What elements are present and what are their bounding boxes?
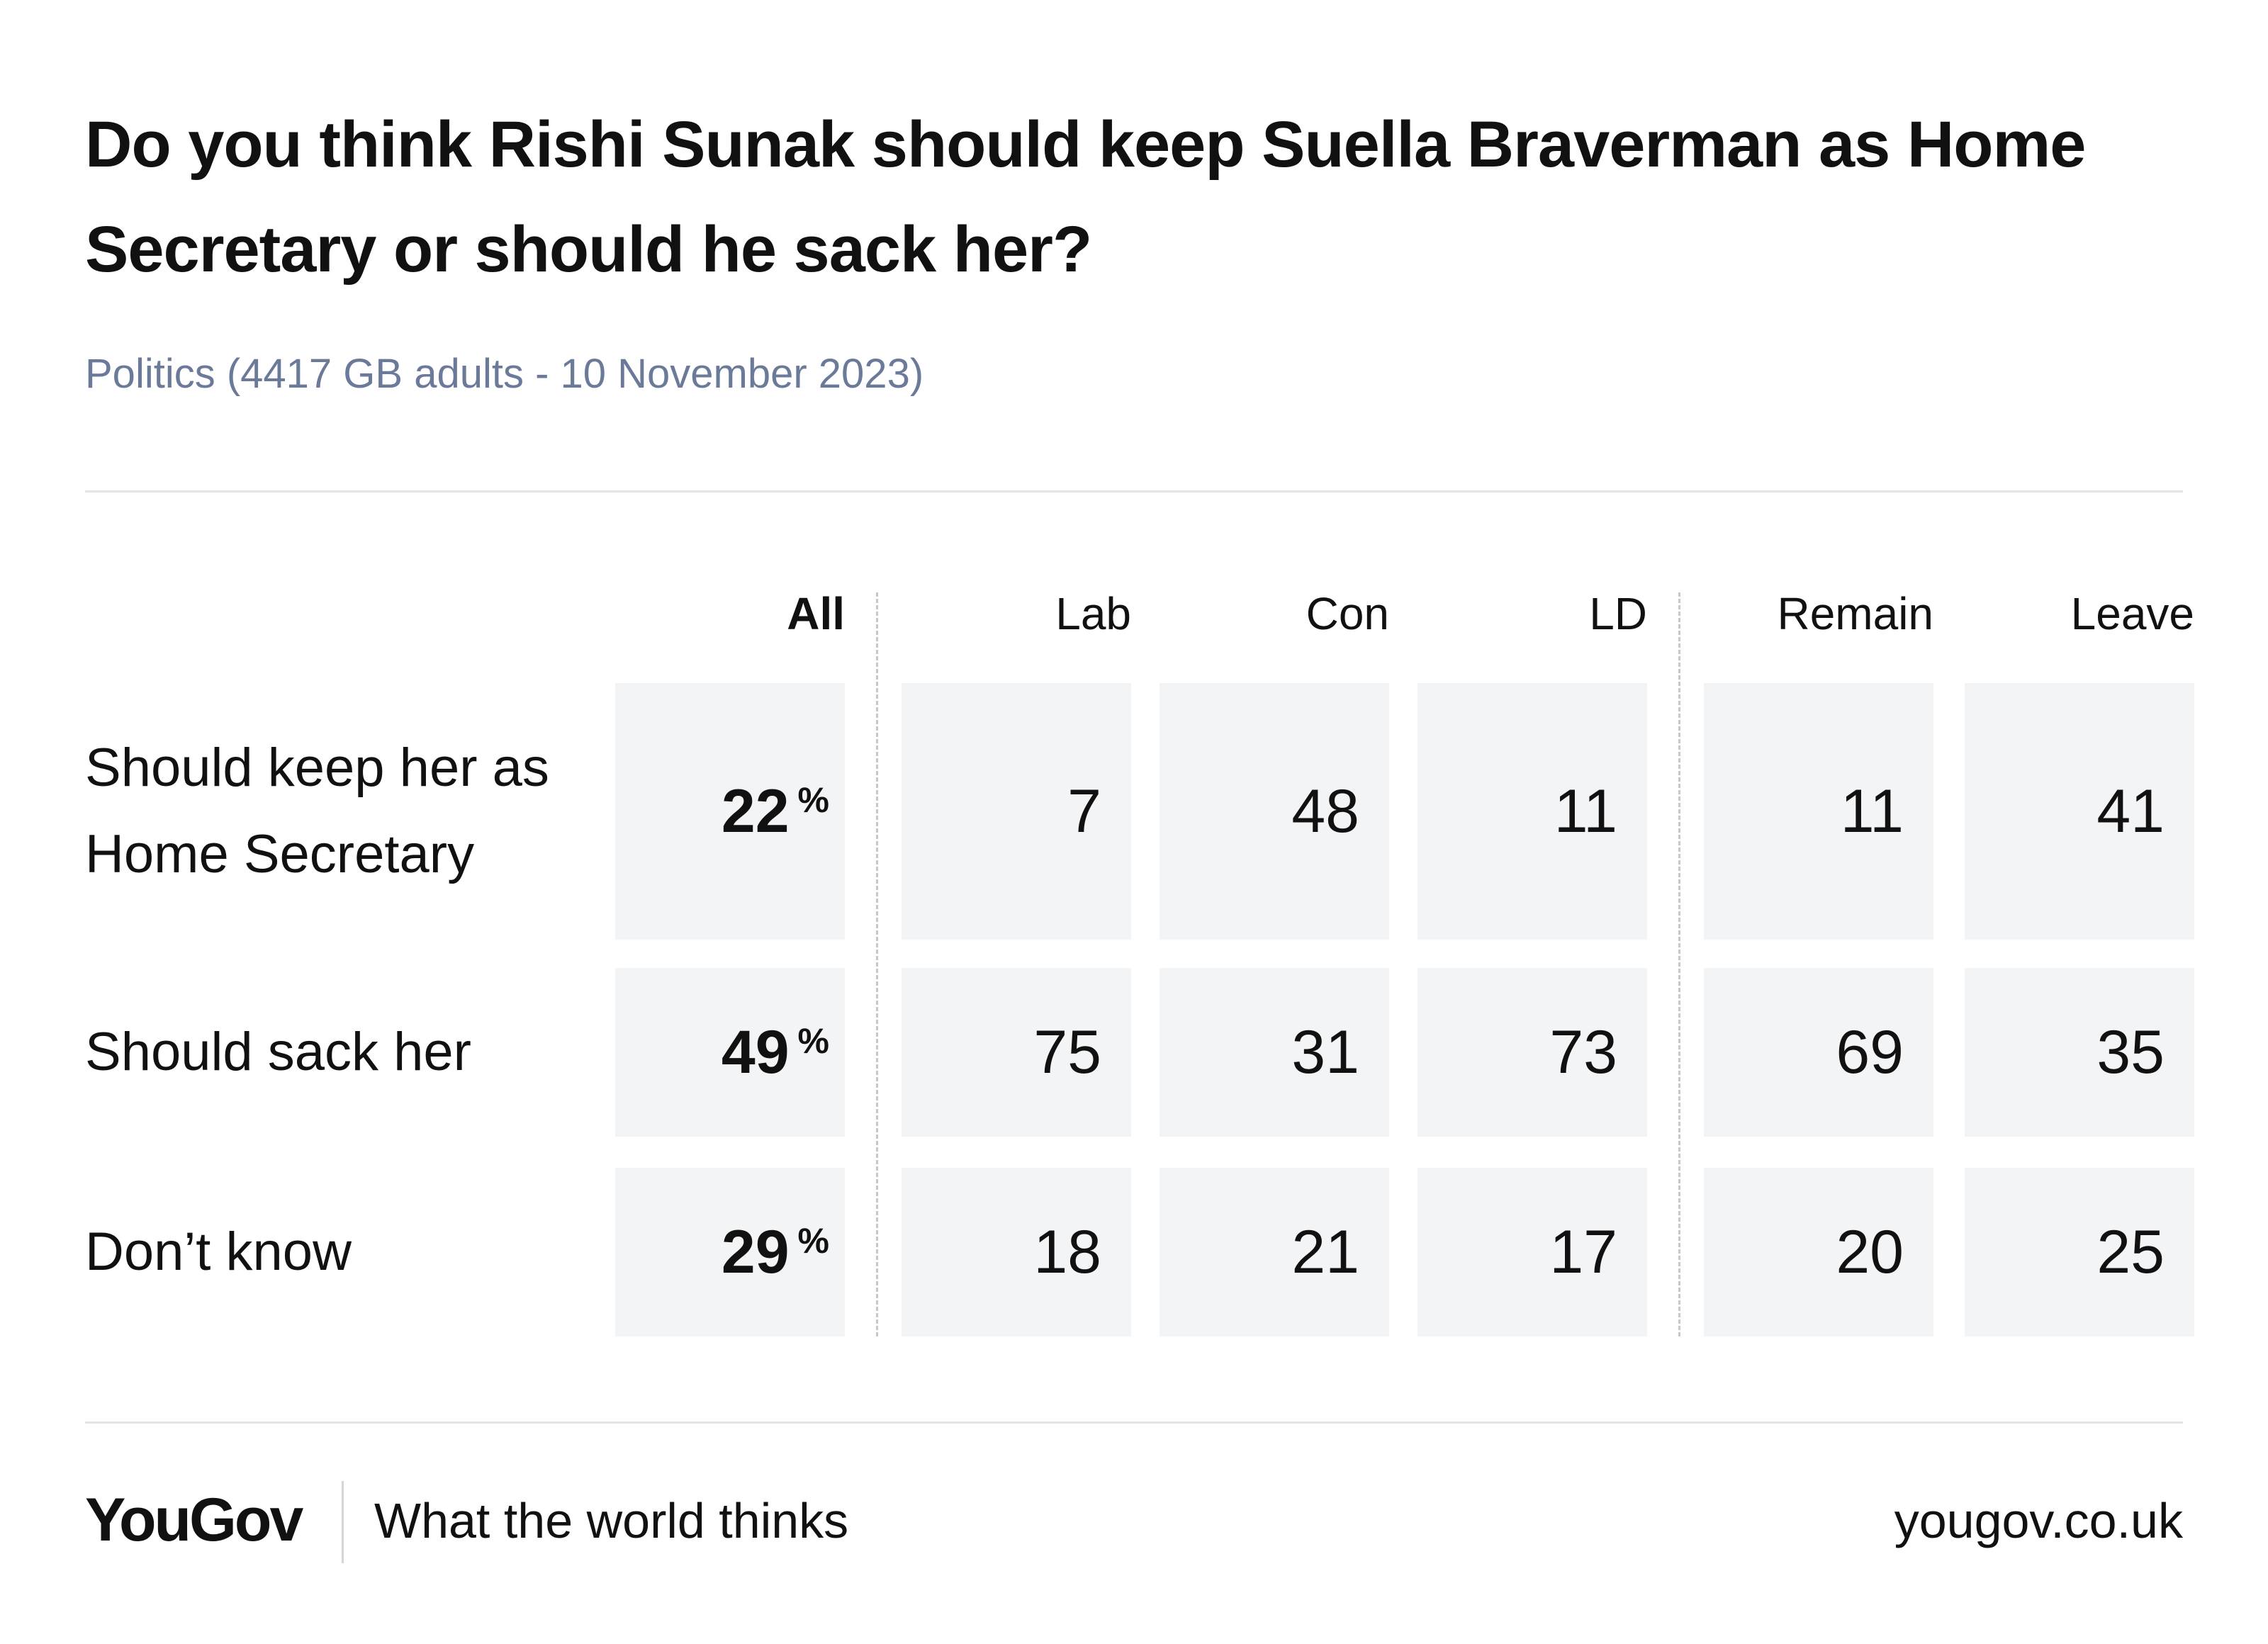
table-cell-lab: 7 — [902, 683, 1131, 940]
cell-value: 11 — [1840, 777, 1904, 845]
table-cell-lab: 75 — [902, 968, 1131, 1137]
group-divider — [1678, 592, 1680, 1336]
percent-unit: % — [797, 1221, 829, 1261]
column-header-con: Con — [1306, 588, 1389, 639]
column-header-ld: LD — [1589, 588, 1647, 639]
column-header-all: All — [787, 588, 845, 639]
table-cell-leave: 35 — [1965, 968, 2194, 1137]
table-cell-con: 31 — [1160, 968, 1389, 1137]
row-label: Should sack her — [85, 1022, 471, 1082]
table-cell-ld: 17 — [1418, 1168, 1647, 1336]
table-cell-ld: 11 — [1418, 683, 1647, 940]
row-label: Should keep her as Home Secretary — [85, 738, 549, 884]
cell-value: 49 — [721, 1018, 790, 1086]
bottom-divider — [85, 1421, 2183, 1424]
cell-value: 41 — [2096, 777, 2165, 845]
chart-title: Do you think Rishi Sunak should keep Sue… — [85, 108, 2086, 286]
cell-value: 48 — [1291, 777, 1359, 845]
footer-site: yougov.co.uk — [1894, 1493, 2183, 1548]
cell-value: 73 — [1549, 1018, 1617, 1086]
footer-tagline: What the world thinks — [374, 1493, 849, 1548]
table-cell-leave: 25 — [1965, 1168, 2194, 1336]
table-cell-ld: 73 — [1418, 968, 1647, 1137]
percent-unit: % — [797, 1021, 829, 1061]
table-cell-con: 48 — [1160, 683, 1389, 940]
column-header-leave: Leave — [2070, 588, 2194, 639]
cell-value: 11 — [1554, 777, 1617, 845]
table-cell-remain: 11 — [1704, 683, 1933, 940]
footer-separator — [342, 1481, 344, 1563]
table-cell-remain: 20 — [1704, 1168, 1933, 1336]
cell-value: 31 — [1291, 1018, 1359, 1086]
table-cell-con: 21 — [1160, 1168, 1389, 1336]
table-cell-all: 22% — [615, 683, 845, 940]
cell-value: 22 — [721, 777, 790, 845]
table-cell-remain: 69 — [1704, 968, 1933, 1137]
table-cell-all: 29% — [615, 1168, 845, 1336]
percent-unit: % — [797, 780, 829, 820]
cell-value: 29 — [721, 1217, 790, 1286]
yougov-logo: YouGov — [85, 1486, 303, 1554]
cell-value: 20 — [1836, 1217, 1904, 1286]
table-cell-lab: 18 — [902, 1168, 1131, 1336]
row-label: Don’t know — [85, 1222, 352, 1282]
table-cell-all: 49% — [615, 968, 845, 1137]
cell-value: 7 — [1067, 777, 1101, 845]
column-header-remain: Remain — [1777, 588, 1933, 639]
cell-value: 69 — [1836, 1018, 1904, 1086]
table-cell-leave: 41 — [1965, 683, 2194, 940]
cell-value: 75 — [1033, 1018, 1101, 1086]
column-header-lab: Lab — [1055, 588, 1131, 639]
cell-value: 18 — [1033, 1217, 1101, 1286]
top-divider — [85, 490, 2183, 492]
chart-subtitle: Politics (4417 GB adults - 10 November 2… — [85, 351, 924, 397]
cell-value: 35 — [2096, 1018, 2165, 1086]
cell-value: 25 — [2096, 1217, 2165, 1286]
group-divider — [876, 592, 878, 1336]
cell-value: 21 — [1291, 1217, 1359, 1286]
cell-value: 17 — [1549, 1217, 1617, 1286]
